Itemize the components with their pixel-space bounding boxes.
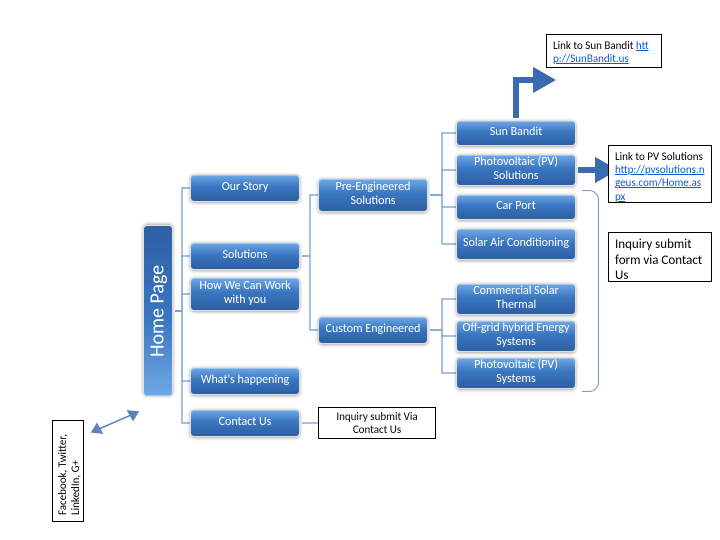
link-pvsolutions[interactable]: http://pvsolutions.ngeus.com/Home.aspx — [615, 163, 705, 202]
text: Link to Sun Bandit — [553, 39, 636, 52]
node-pre-engineered: Pre-Engineered Solutions — [318, 178, 428, 212]
node-solutions: Solutions — [190, 242, 300, 270]
text: Inquiry submit form via Contact Us — [615, 237, 702, 283]
node-pv-solutions: Photovoltaic (PV) Solutions — [456, 154, 576, 186]
node-commercial-thermal: Commercial Solar Thermal — [456, 283, 576, 315]
node-whats-happening: What's happening — [190, 367, 300, 395]
node-custom-engineered: Custom Engineered — [318, 316, 428, 344]
text: Inquiry submit Via Contact Us — [325, 410, 429, 436]
bracket-inquiry — [582, 190, 599, 392]
textbox-inquiry-bottom: Inquiry submit Via Contact Us — [318, 407, 436, 439]
node-home-page: Home Page — [143, 225, 173, 397]
text: Link to PV Solutions — [615, 150, 703, 163]
node-solar-air: Solar Air Conditioning — [456, 228, 576, 260]
node-our-story: Our Story — [190, 174, 300, 202]
node-sun-bandit: Sun Bandit — [456, 120, 576, 146]
textbox-inquiry-side: Inquiry submit form via Contact Us — [608, 232, 712, 282]
node-pv-systems: Photovoltaic (PV) Systems — [456, 357, 576, 389]
node-car-port: Car Port — [456, 194, 576, 220]
textbox-sunbandit-link: Link to Sun Bandit http://SunBandit.us — [546, 34, 662, 68]
textbox-social: Facebook, Twitter, LinkedIn, G+ — [52, 420, 84, 522]
node-how-we-work: How We Can Work with you — [190, 277, 300, 311]
node-contact-us: Contact Us — [190, 409, 300, 437]
text: Facebook, Twitter, LinkedIn, G+ — [56, 434, 82, 515]
textbox-pvsolutions-link: Link to PV Solutions http://pvsolutions.… — [608, 145, 712, 203]
node-offgrid: Off-grid hybrid Energy Systems — [456, 320, 576, 352]
